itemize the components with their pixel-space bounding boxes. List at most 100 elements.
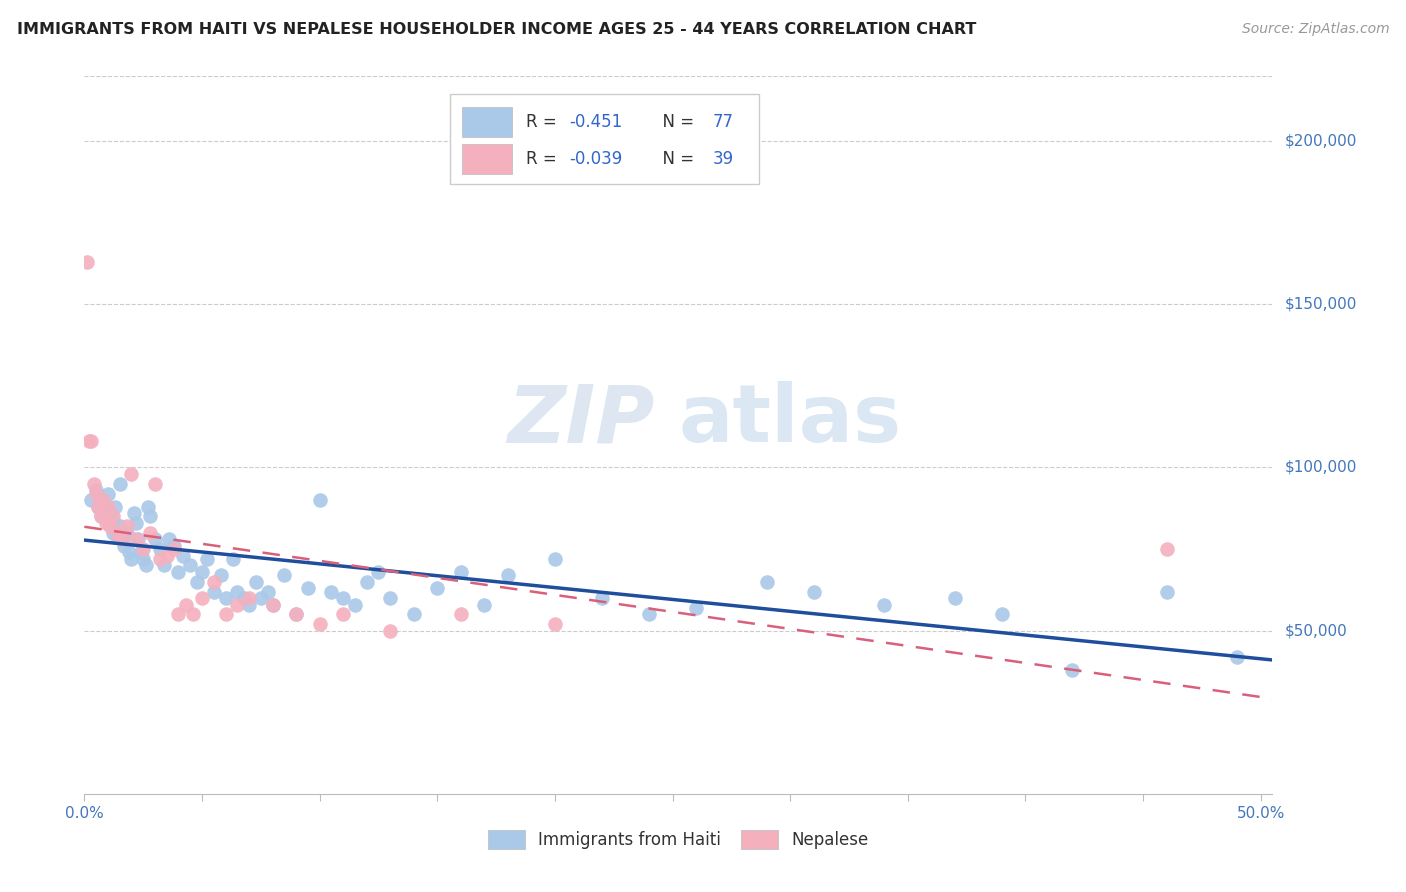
Point xyxy=(94,516,117,530)
Text: N =: N = xyxy=(652,112,700,131)
Point xyxy=(356,574,378,589)
Point xyxy=(156,549,179,563)
Point xyxy=(87,500,110,514)
Text: ZIP: ZIP xyxy=(508,382,655,459)
Text: $150,000: $150,000 xyxy=(1284,297,1357,312)
Point xyxy=(163,539,186,553)
Point xyxy=(221,552,243,566)
Point xyxy=(167,565,190,579)
Point xyxy=(591,591,613,605)
Point xyxy=(273,568,295,582)
Point xyxy=(143,533,166,547)
Point xyxy=(1226,649,1249,664)
Text: IMMIGRANTS FROM HAITI VS NEPALESE HOUSEHOLDER INCOME AGES 25 - 44 YEARS CORRELAT: IMMIGRANTS FROM HAITI VS NEPALESE HOUSEH… xyxy=(17,22,976,37)
Text: 39: 39 xyxy=(713,150,734,168)
Point xyxy=(233,591,256,605)
Point xyxy=(803,584,825,599)
Point xyxy=(343,598,366,612)
Point xyxy=(125,516,148,530)
Point xyxy=(101,525,124,540)
Point xyxy=(122,506,145,520)
Point xyxy=(1156,584,1178,599)
Point xyxy=(174,598,197,612)
Point xyxy=(94,503,117,517)
Point xyxy=(84,483,107,498)
Point xyxy=(132,542,155,557)
Point xyxy=(450,607,472,622)
Point xyxy=(191,591,214,605)
Text: $100,000: $100,000 xyxy=(1284,460,1357,475)
Point xyxy=(76,255,98,269)
Point xyxy=(202,584,225,599)
Point xyxy=(97,486,120,500)
Point xyxy=(97,500,120,514)
Point xyxy=(226,584,249,599)
Point xyxy=(367,565,389,579)
Point xyxy=(262,598,284,612)
Text: R =: R = xyxy=(526,150,562,168)
Point xyxy=(90,509,112,524)
Point xyxy=(262,598,284,612)
Point xyxy=(157,533,180,547)
Point xyxy=(129,545,152,559)
Point xyxy=(179,558,201,573)
Point xyxy=(91,493,114,508)
Point xyxy=(285,607,308,622)
Point xyxy=(98,519,121,533)
Point xyxy=(112,539,135,553)
Point xyxy=(226,598,249,612)
Point xyxy=(115,519,138,533)
Point xyxy=(118,545,141,559)
Point xyxy=(98,506,121,520)
Point xyxy=(245,574,267,589)
Point xyxy=(77,434,100,449)
Point xyxy=(195,552,218,566)
Point xyxy=(332,607,354,622)
Point xyxy=(120,552,142,566)
Point xyxy=(153,558,176,573)
Point xyxy=(125,533,148,547)
Point xyxy=(214,591,236,605)
Point xyxy=(132,552,155,566)
Point xyxy=(108,476,131,491)
Text: N =: N = xyxy=(652,150,700,168)
Text: Source: ZipAtlas.com: Source: ZipAtlas.com xyxy=(1241,22,1389,37)
Text: -0.451: -0.451 xyxy=(569,112,623,131)
Point xyxy=(120,467,142,481)
Point xyxy=(135,558,157,573)
Point xyxy=(80,493,103,508)
Legend: Immigrants from Haiti, Nepalese: Immigrants from Haiti, Nepalese xyxy=(479,822,877,857)
Point xyxy=(238,591,260,605)
Point xyxy=(321,584,343,599)
Text: atlas: atlas xyxy=(679,382,901,459)
Point xyxy=(111,533,134,547)
FancyBboxPatch shape xyxy=(463,144,512,174)
Point xyxy=(450,565,472,579)
Point xyxy=(186,574,208,589)
Point xyxy=(297,581,319,595)
Point xyxy=(426,581,449,595)
Point xyxy=(163,542,186,557)
Point xyxy=(472,598,495,612)
Text: 77: 77 xyxy=(713,112,734,131)
Point xyxy=(172,549,194,563)
Point xyxy=(105,529,128,543)
Point xyxy=(80,434,103,449)
Point xyxy=(1156,542,1178,557)
Point xyxy=(1062,663,1084,677)
Point xyxy=(285,607,308,622)
Point xyxy=(149,542,172,557)
Point xyxy=(101,509,124,524)
Point xyxy=(83,476,105,491)
Point xyxy=(149,552,172,566)
Point xyxy=(209,568,232,582)
Point xyxy=(402,607,425,622)
Point xyxy=(136,500,159,514)
Point xyxy=(167,607,190,622)
Point xyxy=(127,533,149,547)
Point xyxy=(84,486,107,500)
Point xyxy=(202,574,225,589)
Point xyxy=(104,500,127,514)
Text: R =: R = xyxy=(526,112,562,131)
Point xyxy=(380,591,402,605)
